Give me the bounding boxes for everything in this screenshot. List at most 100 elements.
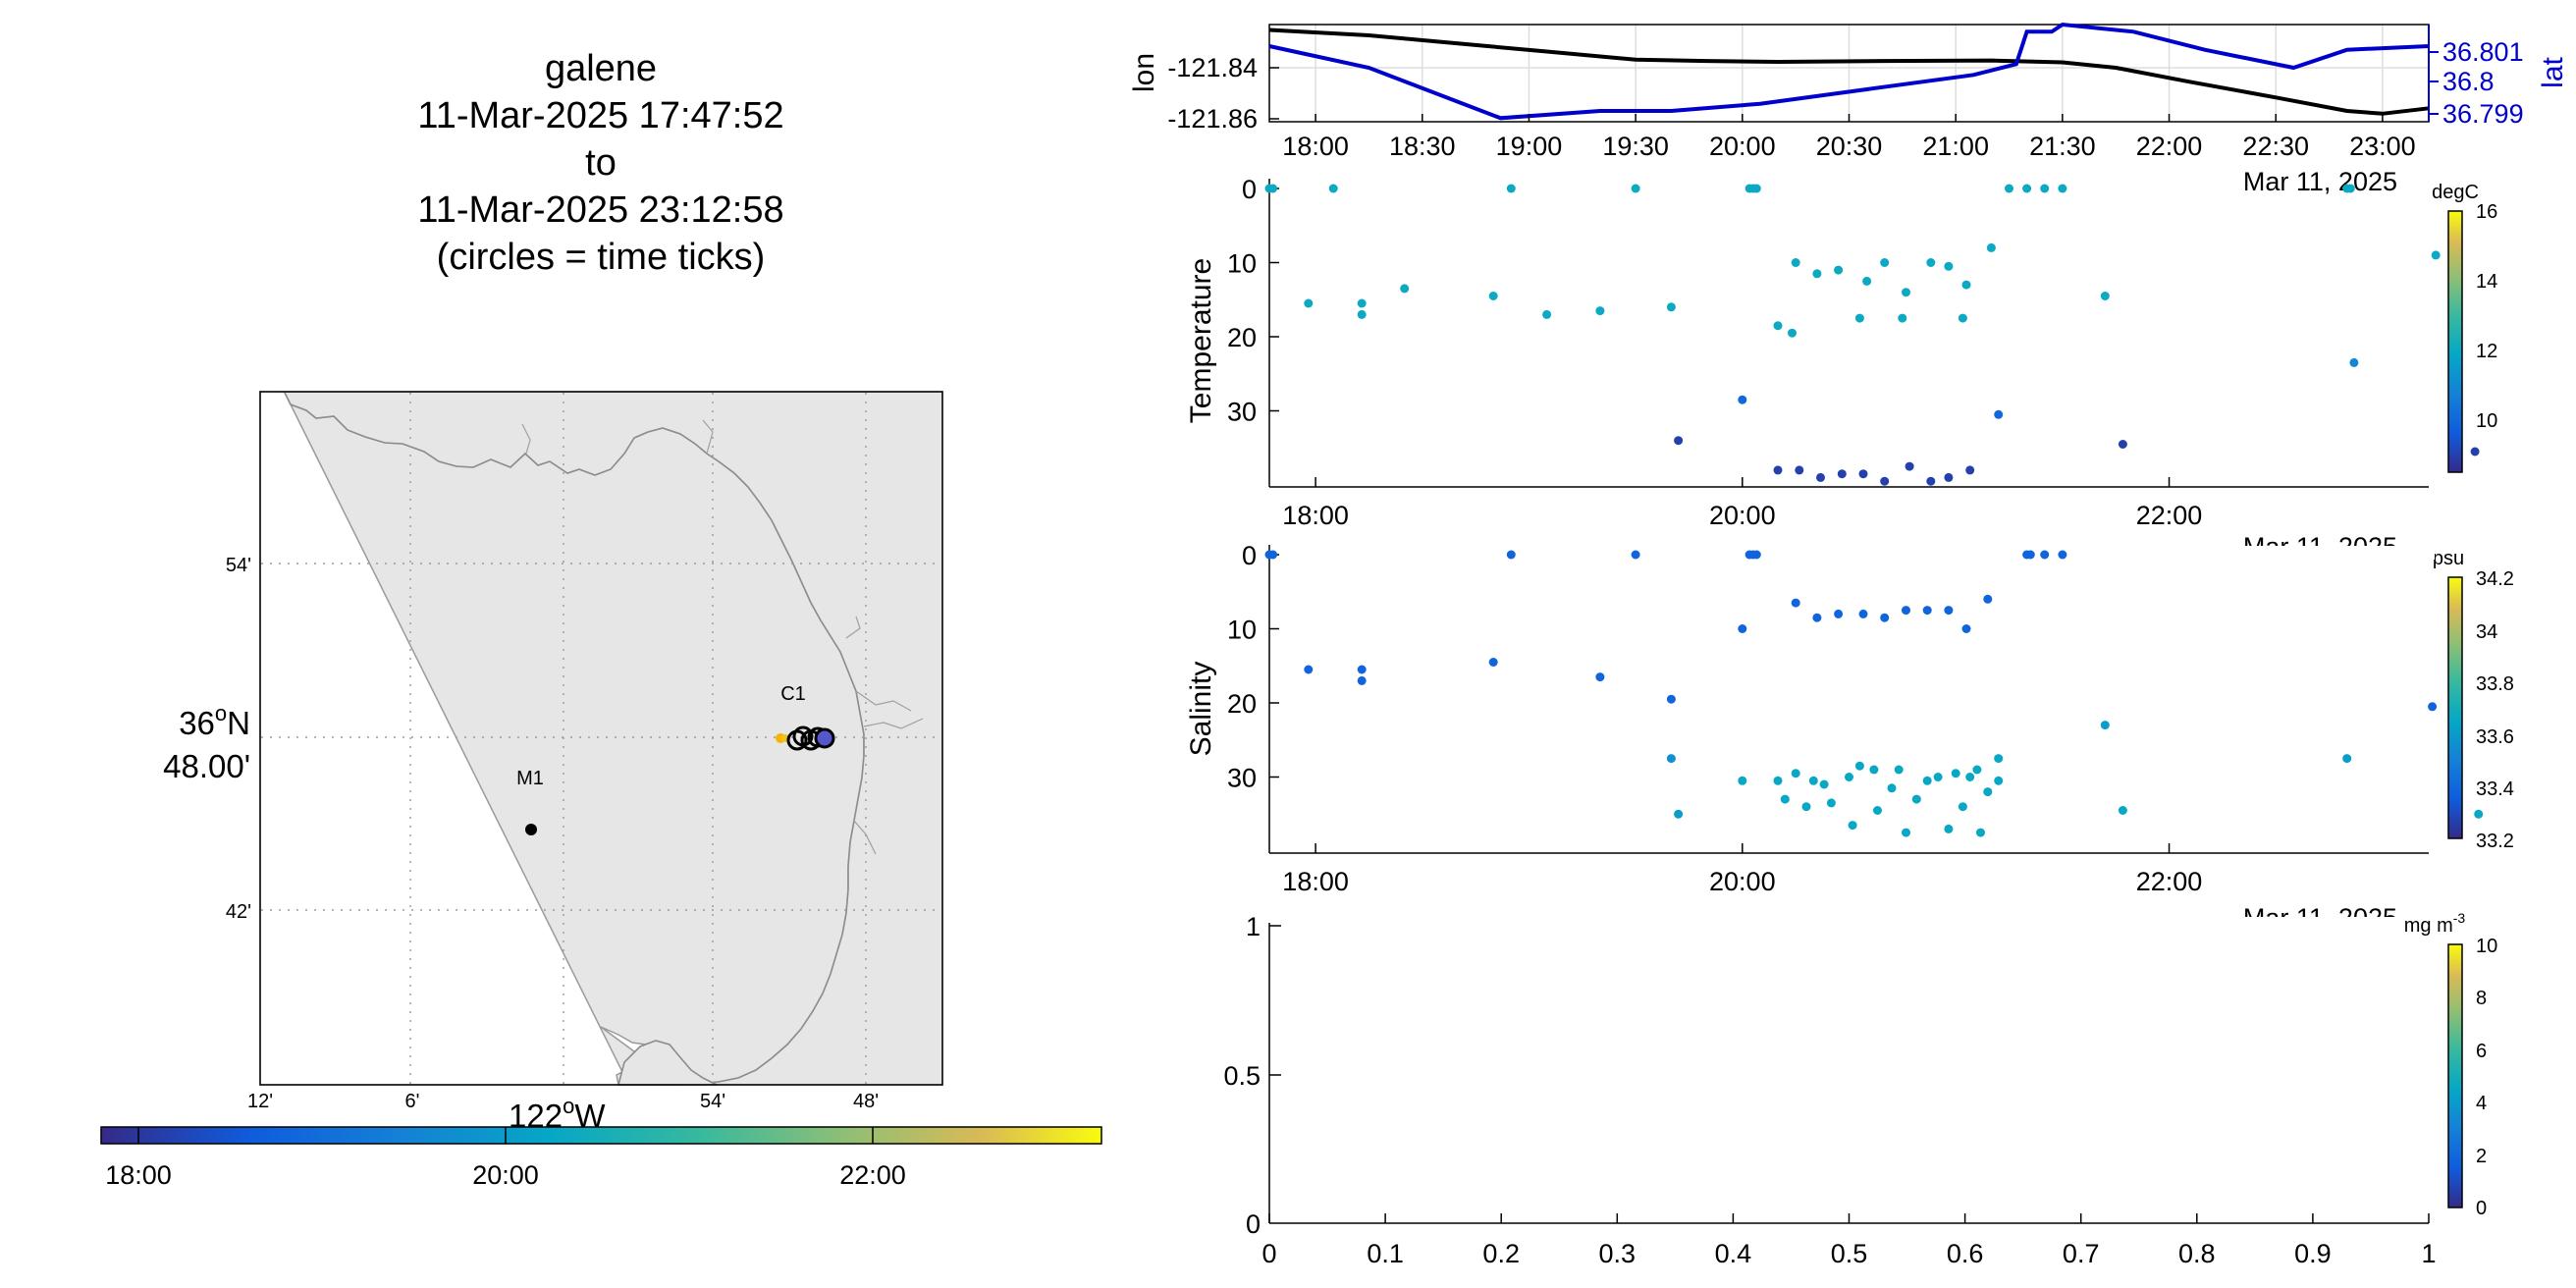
map-land-north: [260, 392, 942, 734]
sal-point: [1666, 694, 1676, 704]
temp-point: [1357, 309, 1367, 319]
time-colorbar-tick-1: 20:00: [472, 1160, 539, 1190]
chl-x-tick-label: 0.6: [1947, 1239, 1984, 1268]
sal-point: [1951, 769, 1960, 778]
sal-point: [1848, 821, 1857, 831]
chl-x-tick-label: 1: [2421, 1239, 2436, 1268]
sal-point: [1666, 754, 1676, 764]
sal-point: [1911, 794, 1921, 804]
sal-point: [1873, 806, 1882, 815]
station-m1: M1: [516, 768, 544, 835]
sal-point: [1922, 606, 1932, 616]
sal-y-ticks: 0 10 20 30: [1227, 541, 1279, 793]
chl-x-tick-label: 0.3: [1599, 1239, 1637, 1268]
chl-x-tick-label: 0: [1261, 1239, 1276, 1268]
temp-point: [1902, 288, 1910, 297]
sal-point: [1834, 609, 1844, 618]
nav-left-tick-0: -121.84: [1167, 53, 1258, 82]
chl-y-tick-2: 0: [1246, 1209, 1261, 1239]
temp-point: [1674, 436, 1684, 446]
map-monterey-peninsula: [617, 1040, 718, 1086]
nav-left-label: lon: [1128, 53, 1160, 92]
map-title-line4: 11-Mar-2025 23:12:58: [417, 189, 783, 231]
temp-y-tick-label: 0: [1242, 175, 1257, 204]
map-title-line5: (circles = time ticks): [437, 237, 766, 278]
sal-point: [1357, 675, 1367, 685]
sal-point: [1751, 550, 1761, 560]
sal-cbar-tick-4: 33.4: [2476, 778, 2514, 800]
sal-point: [1738, 776, 1747, 785]
nav-x-tick-label: 20:00: [1709, 132, 1776, 161]
temp-point: [1506, 184, 1516, 193]
time-colorbar-bar: [100, 1126, 1102, 1145]
nav-x-tick-label: 22:30: [2242, 132, 2309, 161]
sal-y-tick-label: 20: [1227, 689, 1257, 719]
nav-x-tick-label: 22:00: [2136, 132, 2203, 161]
sal-points: [1264, 550, 2484, 837]
temp-point: [1791, 258, 1800, 267]
sal-point: [1894, 765, 1904, 775]
sal-point: [1922, 776, 1932, 785]
map-title-line2: 11-Mar-2025 17:47:52: [417, 95, 783, 136]
nav-x-tick-label: 21:00: [1922, 132, 1989, 161]
sal-point: [1506, 550, 1516, 560]
chl-cbar-tick-5: 0: [2476, 1198, 2487, 1219]
temp-point: [1400, 284, 1410, 294]
sal-point: [1595, 672, 1605, 682]
sal-point: [1944, 606, 1954, 616]
sal-point: [1791, 598, 1800, 608]
map-lon-tick-1: 6': [405, 1091, 420, 1112]
map-title: galene 11-Mar-2025 17:47:52 to 11-Mar-20…: [417, 48, 783, 278]
temp-point: [1858, 469, 1868, 479]
temp-cbar-tick-2: 12: [2476, 341, 2497, 362]
sal-cbar-tick-5: 33.2: [2476, 831, 2514, 852]
temp-point: [1631, 184, 1640, 193]
temp-point: [1751, 184, 1761, 193]
nav-x-tick-label: 18:30: [1389, 132, 1456, 161]
sal-y-tick-label: 10: [1227, 616, 1257, 645]
temp-date-mask: [2209, 546, 2435, 560]
temp-point: [2100, 292, 2110, 300]
chl-y-tick-0: 1: [1246, 912, 1261, 941]
temp-point: [1773, 321, 1783, 331]
sal-point: [1902, 828, 1910, 837]
series-line-lon: [1268, 27, 2430, 116]
temp-point: [1958, 313, 1967, 323]
temp-ylabel: Temperature: [1185, 258, 1217, 423]
temp-point: [1816, 472, 1825, 482]
temp-point: [1961, 280, 1971, 290]
sal-point: [1972, 765, 1982, 775]
sal-x-tick-label: 20:00: [1709, 867, 1776, 896]
sal-point: [1887, 783, 1897, 793]
map-title-line3: to: [585, 142, 617, 184]
map-lon-tick-0: 12': [247, 1091, 273, 1112]
sal-point: [1631, 550, 1640, 560]
map-lat-label-minutes: 48.00': [163, 748, 250, 784]
sal-point: [1801, 802, 1811, 812]
sal-point: [2342, 754, 2352, 764]
temp-x-tick-label: 22:00: [2136, 501, 2203, 530]
sal-point: [2100, 721, 2110, 730]
nav-x-tick-label: 19:00: [1496, 132, 1563, 161]
sal-point: [1268, 550, 1278, 560]
sal-point: [1738, 624, 1747, 633]
sal-point: [1674, 809, 1684, 819]
temp-point: [1944, 261, 1954, 271]
nav-x-ticks: 18:00 18:30 19:00 19:30 20:00 20:30 21:00 21:30…: [1282, 114, 2416, 161]
sal-point: [1773, 776, 1783, 785]
chl-x-tick-label: 0.9: [2294, 1239, 2332, 1268]
sal-cbar-tick-3: 33.6: [2476, 726, 2514, 748]
temp-cbar-tick-3: 10: [2476, 410, 2497, 432]
temp-colorbar-unit: degC: [2432, 182, 2479, 203]
temp-point: [1357, 298, 1367, 308]
temp-point: [1965, 465, 1975, 475]
sal-point: [1961, 624, 1971, 633]
temp-colorbar: degC 16 14 12 10: [2432, 182, 2497, 473]
sal-point: [1880, 613, 1890, 622]
temp-point: [1986, 242, 1996, 252]
chl-panel: 0 0.1 0.2 0.3 0.4 0.5 0.6 0.7 0.8 0.9 1 1 0.5 0 mg…: [1223, 910, 2497, 1268]
station-c1-label: C1: [780, 683, 806, 705]
